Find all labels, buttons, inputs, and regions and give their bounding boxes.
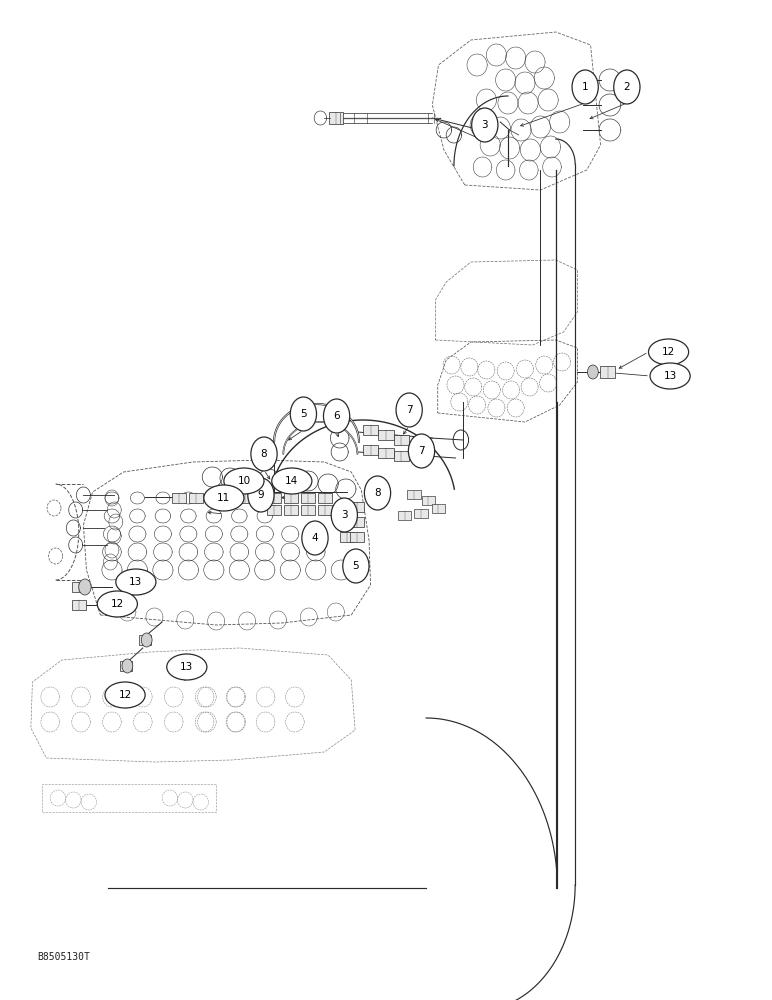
Circle shape — [248, 478, 274, 512]
Circle shape — [343, 549, 369, 583]
Text: 14: 14 — [285, 476, 299, 486]
Text: 5: 5 — [300, 409, 306, 419]
Text: 12: 12 — [118, 690, 132, 700]
FancyBboxPatch shape — [318, 505, 332, 515]
Text: 11: 11 — [217, 493, 231, 503]
FancyBboxPatch shape — [239, 493, 252, 503]
Ellipse shape — [116, 569, 156, 595]
Text: 3: 3 — [482, 120, 488, 130]
Circle shape — [290, 397, 317, 431]
FancyBboxPatch shape — [394, 451, 409, 461]
Text: 7: 7 — [406, 405, 412, 415]
FancyBboxPatch shape — [120, 661, 132, 671]
Circle shape — [331, 498, 357, 532]
FancyBboxPatch shape — [72, 582, 86, 592]
FancyBboxPatch shape — [189, 493, 203, 503]
Text: 2: 2 — [624, 82, 630, 92]
FancyBboxPatch shape — [363, 425, 378, 435]
FancyBboxPatch shape — [301, 493, 315, 503]
Ellipse shape — [650, 363, 690, 389]
FancyBboxPatch shape — [329, 112, 343, 124]
FancyBboxPatch shape — [340, 517, 354, 527]
FancyBboxPatch shape — [340, 532, 354, 542]
FancyBboxPatch shape — [350, 532, 364, 542]
Circle shape — [364, 476, 391, 510]
Circle shape — [302, 521, 328, 555]
Circle shape — [614, 70, 640, 104]
Circle shape — [572, 70, 598, 104]
FancyBboxPatch shape — [284, 505, 298, 515]
FancyBboxPatch shape — [139, 635, 151, 645]
Circle shape — [79, 579, 91, 595]
Text: 8: 8 — [261, 449, 267, 459]
FancyBboxPatch shape — [256, 493, 269, 503]
FancyBboxPatch shape — [378, 448, 394, 458]
Circle shape — [408, 434, 435, 468]
Text: 12: 12 — [662, 347, 676, 357]
FancyBboxPatch shape — [422, 496, 435, 504]
Ellipse shape — [648, 339, 689, 365]
Circle shape — [122, 659, 133, 673]
FancyBboxPatch shape — [206, 493, 220, 503]
Circle shape — [396, 393, 422, 427]
Circle shape — [141, 633, 152, 647]
FancyBboxPatch shape — [600, 366, 615, 377]
Circle shape — [323, 399, 350, 433]
FancyBboxPatch shape — [284, 493, 298, 503]
FancyBboxPatch shape — [340, 502, 354, 512]
FancyBboxPatch shape — [255, 497, 270, 508]
Text: 10: 10 — [237, 476, 251, 486]
FancyBboxPatch shape — [318, 493, 332, 503]
Text: 6: 6 — [334, 411, 340, 421]
FancyBboxPatch shape — [267, 505, 281, 515]
FancyBboxPatch shape — [72, 600, 86, 610]
FancyBboxPatch shape — [267, 493, 281, 503]
FancyBboxPatch shape — [378, 430, 394, 440]
Text: 7: 7 — [418, 446, 425, 456]
Ellipse shape — [224, 468, 264, 494]
Text: 8: 8 — [374, 488, 381, 498]
FancyBboxPatch shape — [172, 493, 186, 503]
Ellipse shape — [272, 468, 312, 494]
Circle shape — [472, 108, 498, 142]
FancyBboxPatch shape — [350, 502, 364, 512]
Text: 12: 12 — [110, 599, 124, 609]
FancyBboxPatch shape — [394, 435, 409, 445]
FancyBboxPatch shape — [432, 504, 445, 512]
FancyBboxPatch shape — [414, 508, 428, 518]
Circle shape — [587, 365, 598, 379]
Text: 1: 1 — [582, 82, 588, 92]
Ellipse shape — [204, 485, 244, 511]
Text: 9: 9 — [258, 490, 264, 500]
Text: 13: 13 — [129, 577, 143, 587]
Text: 13: 13 — [663, 371, 677, 381]
FancyBboxPatch shape — [363, 445, 378, 455]
Ellipse shape — [167, 654, 207, 680]
Text: 5: 5 — [353, 561, 359, 571]
Text: 4: 4 — [312, 533, 318, 543]
FancyBboxPatch shape — [301, 505, 315, 515]
Text: B8505130T: B8505130T — [37, 952, 90, 962]
FancyBboxPatch shape — [350, 517, 364, 527]
Circle shape — [251, 437, 277, 471]
Text: 3: 3 — [341, 510, 347, 520]
Ellipse shape — [105, 682, 145, 708]
FancyBboxPatch shape — [398, 510, 411, 520]
Text: 13: 13 — [180, 662, 194, 672]
FancyBboxPatch shape — [407, 490, 421, 499]
Ellipse shape — [97, 591, 137, 617]
